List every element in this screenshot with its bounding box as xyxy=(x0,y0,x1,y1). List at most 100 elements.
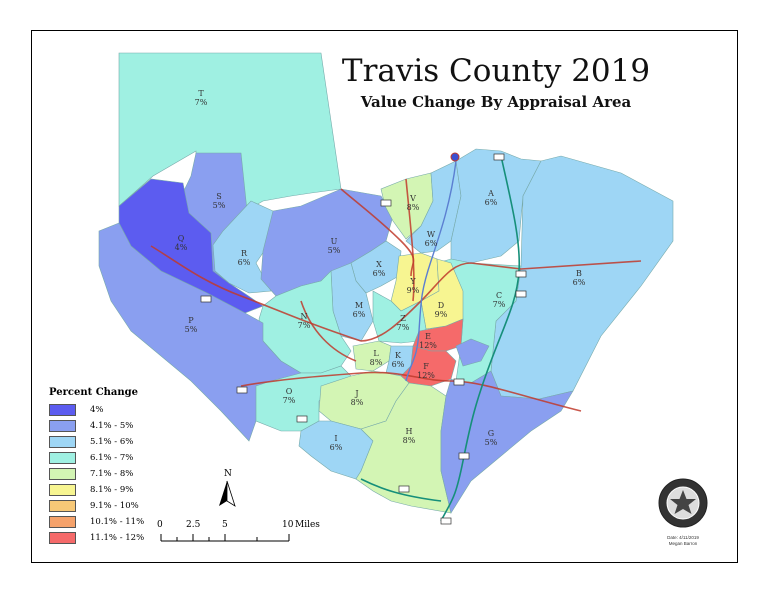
legend-label: 4% xyxy=(90,405,104,415)
legend-item: 6.1% - 7% xyxy=(49,450,144,466)
legend-label: 8.1% - 9% xyxy=(90,485,134,495)
area-value-V: 8% xyxy=(407,203,420,212)
area-value-R: 6% xyxy=(238,258,251,267)
legend-swatch xyxy=(49,436,76,448)
legend-swatch xyxy=(49,468,76,480)
credit-date: Date: 4/11/2019 xyxy=(667,535,699,540)
legend-item: 4.1% - 5% xyxy=(49,418,144,434)
area-code-N: N xyxy=(301,312,308,321)
area-value-X: 6% xyxy=(373,269,386,278)
area-value-B: 6% xyxy=(573,278,586,287)
area-code-L: L xyxy=(373,349,379,358)
area-value-W: 6% xyxy=(425,239,438,248)
area-code-J: J xyxy=(354,389,358,398)
county-map: T7%S5%Q4%R6%U5%V8%W6%A6%X6%Y9%B6%M6%D9%C… xyxy=(98,52,708,542)
legend-item: 11.1% - 12% xyxy=(49,530,144,546)
interstate-35 xyxy=(405,160,457,382)
legend-swatch xyxy=(49,420,76,432)
legend-label: 7.1% - 8% xyxy=(90,469,134,479)
area-code-O: O xyxy=(286,387,293,396)
area-labels: T7%S5%Q4%R6%U5%V8%W6%A6%X6%Y9%B6%M6%D9%C… xyxy=(175,89,586,452)
map-subtitle: Value Change By Appraisal Area xyxy=(360,93,632,111)
area-code-E: E xyxy=(425,332,431,341)
legend-item: 4% xyxy=(49,402,144,418)
legend: Percent Change 4% 4.1% - 5% 5.1% - 6% 6.1% … xyxy=(49,387,144,546)
scale-tick-2: 5 xyxy=(222,520,228,530)
legend-item: 9.1% - 10% xyxy=(49,498,144,514)
toll-roads xyxy=(360,155,521,522)
legend-title: Percent Change xyxy=(49,387,139,398)
area-code-Y: Y xyxy=(409,277,416,286)
area-value-F: 12% xyxy=(417,371,435,380)
area-value-C: 7% xyxy=(493,300,506,309)
area-code-W: W xyxy=(427,230,436,239)
legend-label: 4.1% - 5% xyxy=(90,421,134,431)
area-value-K: 6% xyxy=(392,360,405,369)
area-value-D: 9% xyxy=(435,310,448,319)
highway-shields xyxy=(200,153,527,525)
appraisal-district-seal-icon xyxy=(658,478,708,528)
credit-block: Date: 4/11/2019 Megan Barron xyxy=(658,535,708,547)
interstate-shield xyxy=(450,152,460,162)
area-code-B: B xyxy=(576,269,582,278)
area-code-D: D xyxy=(438,301,444,310)
area-value-Q: 4% xyxy=(175,243,188,252)
area-value-M: 6% xyxy=(353,310,366,319)
legend-label: 6.1% - 7% xyxy=(90,453,134,463)
legend-item: 7.1% - 8% xyxy=(49,466,144,482)
legend-label: 9.1% - 10% xyxy=(90,501,139,511)
area-value-E: 12% xyxy=(419,341,437,350)
area-value-T: 7% xyxy=(195,98,208,107)
area-patch xyxy=(455,338,490,367)
area-value-Z: 7% xyxy=(397,323,410,332)
area-code-H: H xyxy=(406,427,413,436)
legend-item: 10.1% - 11% xyxy=(49,514,144,530)
scale-bar xyxy=(160,534,290,542)
roads xyxy=(150,178,642,412)
scale-tick-1: 2.5 xyxy=(186,520,201,530)
north-arrow-icon xyxy=(219,480,236,507)
area-value-O: 7% xyxy=(283,396,296,405)
area-code-I: I xyxy=(334,434,337,443)
area-code-M: M xyxy=(355,301,363,310)
scale-tick-0: 0 xyxy=(157,520,163,530)
legend-label: 10.1% - 11% xyxy=(90,517,145,527)
area-code-X: X xyxy=(376,260,382,269)
legend-swatch xyxy=(49,484,76,496)
area-code-R: R xyxy=(241,249,248,258)
scale-tick-3: 10 xyxy=(282,520,294,530)
area-A[interactable] xyxy=(450,148,542,264)
legend-swatch xyxy=(49,404,76,416)
area-code-Q: Q xyxy=(178,234,185,243)
area-value-P: 5% xyxy=(185,325,198,334)
area-code-P: P xyxy=(188,316,194,325)
area-code-V: V xyxy=(409,194,416,203)
area-code-Z: Z xyxy=(400,314,406,323)
area-value-J: 8% xyxy=(351,398,364,407)
area-code-T: T xyxy=(198,89,204,98)
area-value-N: 7% xyxy=(298,321,311,330)
north-label: N xyxy=(224,469,232,479)
area-R[interactable] xyxy=(212,200,274,294)
area-code-A: A xyxy=(487,189,494,198)
area-code-C: C xyxy=(496,291,502,300)
area-code-F: F xyxy=(423,362,429,371)
area-value-G: 5% xyxy=(485,438,498,447)
legend-label: 5.1% - 6% xyxy=(90,437,134,447)
legend-swatch xyxy=(49,452,76,464)
area-value-I: 6% xyxy=(330,443,343,452)
legend-item: 8.1% - 9% xyxy=(49,482,144,498)
area-code-U: U xyxy=(331,237,338,246)
area-code-S: S xyxy=(216,192,221,201)
legend-label: 11.1% - 12% xyxy=(90,533,145,543)
area-value-L: 8% xyxy=(370,358,383,367)
map-title: Travis County 2019 xyxy=(341,53,651,89)
credit-author: Megan Barron xyxy=(668,541,698,546)
map-frame: T 7% S 5% Q 4% R 6% U 5% V 8% W 6% A 6% X 6% Y 9% B 6% M 6% D 9% C… xyxy=(31,30,738,563)
scale-unit: Miles xyxy=(295,520,320,530)
area-value-U: 5% xyxy=(328,246,341,255)
area-value-H: 8% xyxy=(403,436,416,445)
area-code-G: G xyxy=(488,429,494,438)
legend-swatch xyxy=(49,500,76,512)
legend-swatch xyxy=(49,516,76,528)
